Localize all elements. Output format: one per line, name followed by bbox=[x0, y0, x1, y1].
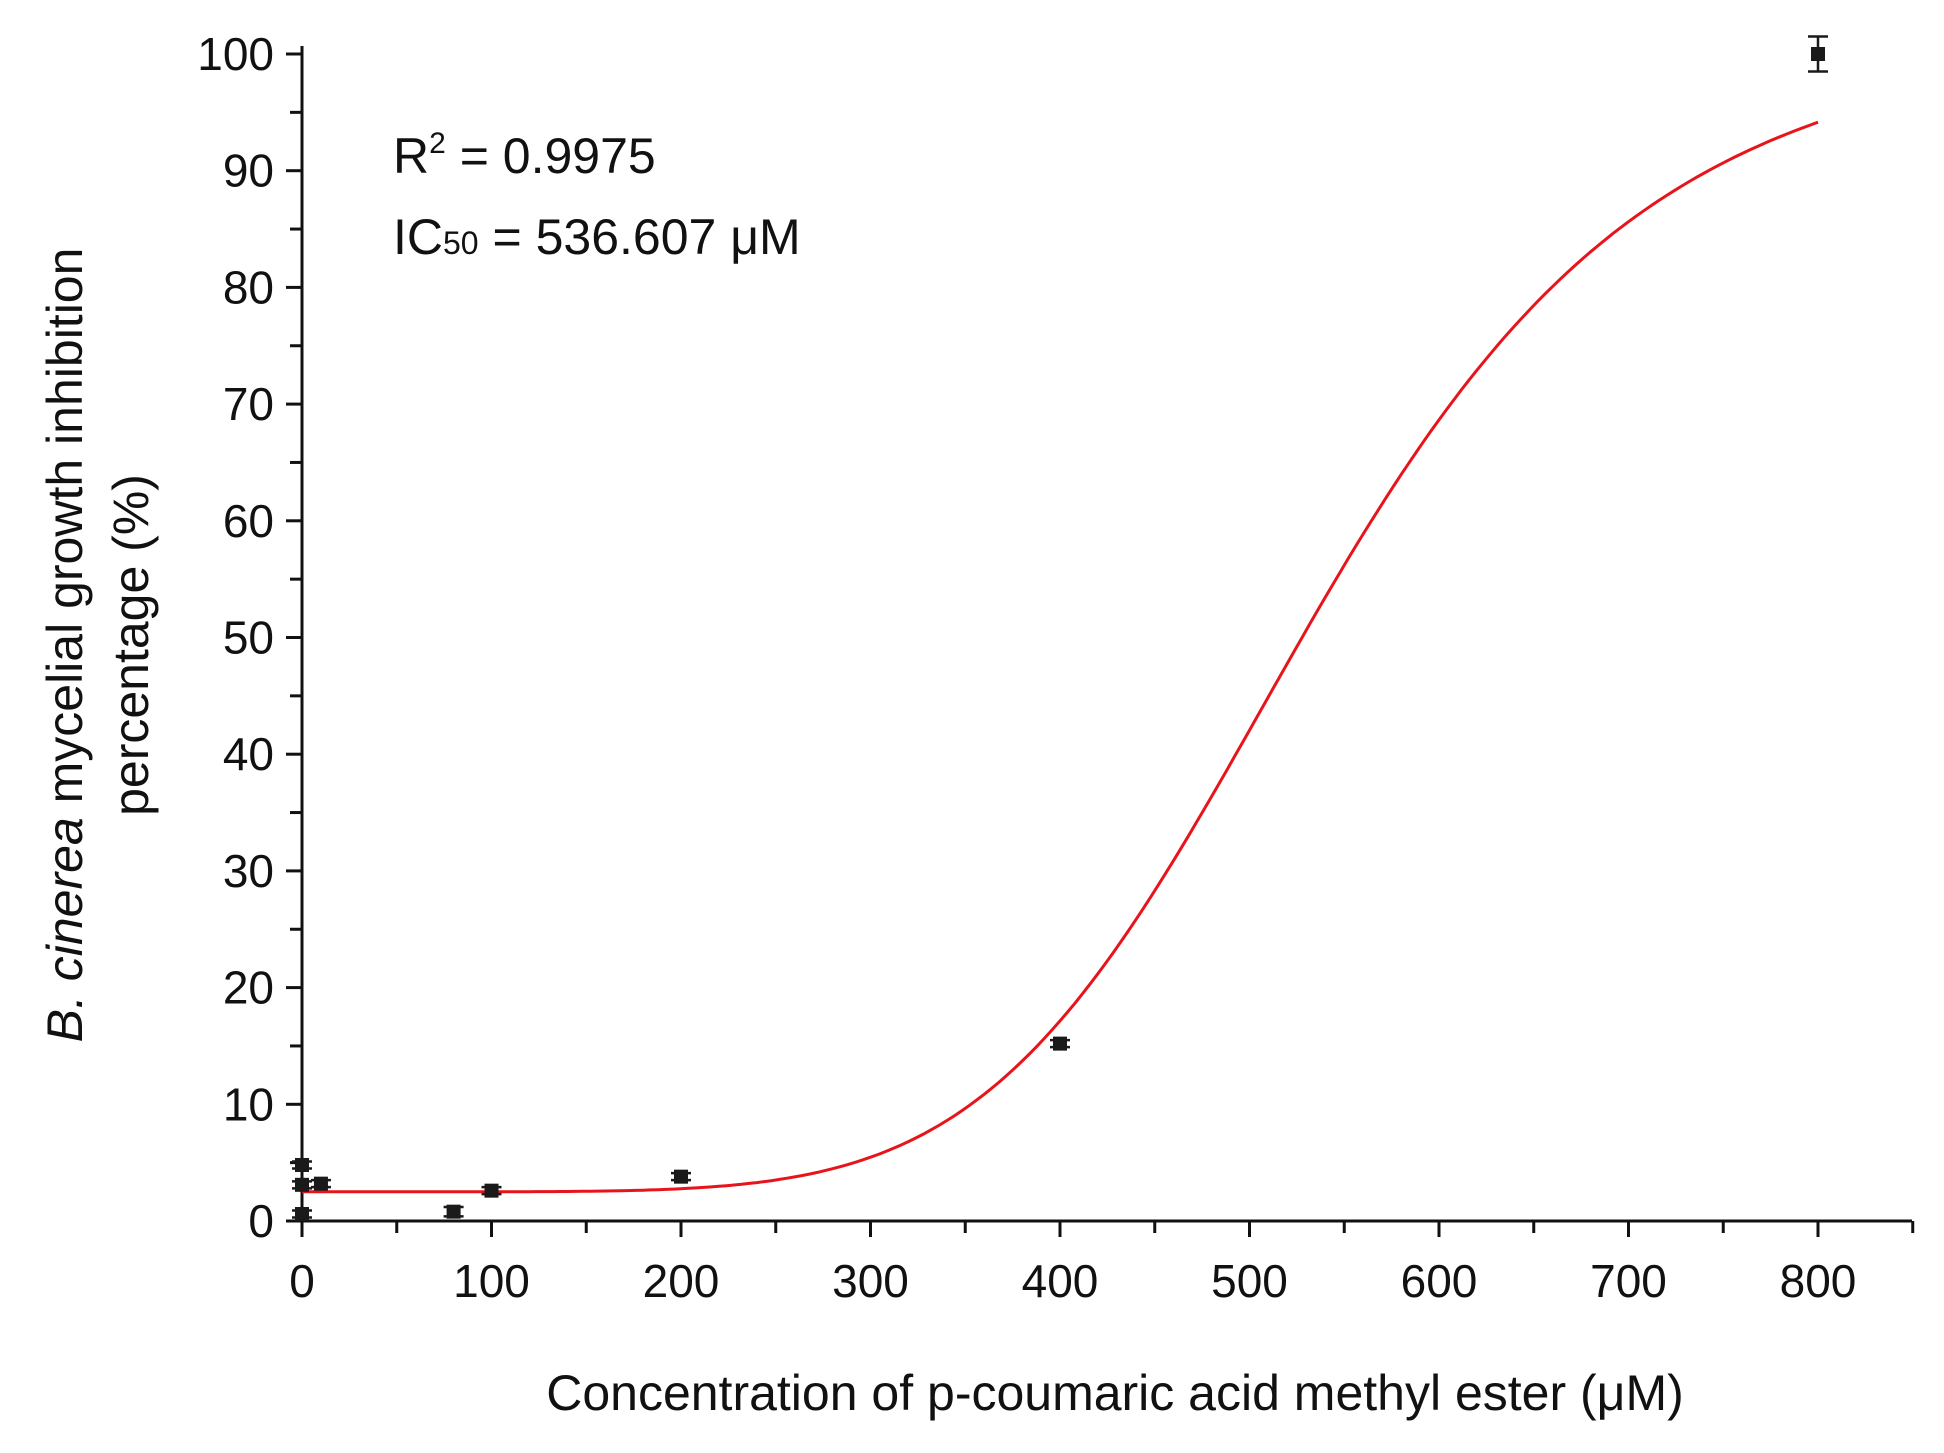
data-point bbox=[481, 1183, 502, 1198]
point-marker bbox=[1811, 47, 1825, 61]
y-tick-label: 20 bbox=[223, 962, 274, 1014]
r2-value: = 0.9975 bbox=[446, 128, 656, 184]
x-tick-label: 700 bbox=[1590, 1255, 1667, 1307]
data-point bbox=[1050, 1036, 1070, 1051]
point-marker bbox=[295, 1157, 309, 1172]
data-point bbox=[292, 1157, 312, 1172]
data-point bbox=[443, 1204, 464, 1219]
r-squared-annotation: R2 = 0.9975 bbox=[393, 127, 656, 184]
x-axis-title: Concentration of p-coumaric acid methyl … bbox=[546, 1365, 1684, 1421]
r2-superscript: 2 bbox=[429, 127, 446, 160]
y-tick-label: 100 bbox=[197, 28, 274, 80]
ic-label: IC bbox=[393, 209, 443, 265]
point-marker bbox=[313, 1176, 328, 1191]
y-axis-title-line2: percentage (%) bbox=[103, 474, 159, 816]
x-tick-label: 0 bbox=[289, 1255, 315, 1307]
y-tick-label: 70 bbox=[223, 378, 274, 430]
data-point bbox=[671, 1169, 691, 1184]
r2-label: R bbox=[393, 128, 429, 184]
axes bbox=[300, 46, 1912, 1223]
ic50-annotation: IC50 = 536.607 μM bbox=[393, 209, 801, 265]
data-points bbox=[292, 35, 1828, 1221]
x-tick-label: 300 bbox=[832, 1255, 909, 1307]
y-tick-label: 0 bbox=[248, 1195, 274, 1247]
data-point bbox=[310, 1176, 331, 1191]
x-tick-label: 600 bbox=[1401, 1255, 1478, 1307]
y-tick-label: 90 bbox=[223, 145, 274, 197]
x-tick-label: 800 bbox=[1780, 1255, 1857, 1307]
fit-curve bbox=[302, 120, 1819, 1194]
point-marker bbox=[1053, 1036, 1067, 1051]
ic-subscript: 50 bbox=[443, 225, 479, 261]
y-tick-label: 80 bbox=[223, 261, 274, 313]
y-axis-title-species: B. cinerea bbox=[37, 817, 93, 1042]
y-axis-title-line1-rest: mycelial growth inhibition bbox=[37, 248, 93, 818]
x-tick-label: 400 bbox=[1022, 1255, 1099, 1307]
point-marker bbox=[446, 1204, 461, 1219]
point-marker bbox=[295, 1177, 309, 1192]
y-tick-label: 10 bbox=[223, 1078, 274, 1130]
y-tick-label: 50 bbox=[223, 612, 274, 664]
data-point bbox=[292, 1206, 312, 1221]
y-tick-label: 60 bbox=[223, 495, 274, 547]
y-tick-label: 40 bbox=[223, 728, 274, 780]
point-marker bbox=[674, 1169, 688, 1184]
x-tick-label: 200 bbox=[643, 1255, 720, 1307]
x-tick-label: 100 bbox=[453, 1255, 530, 1307]
point-marker bbox=[295, 1206, 309, 1221]
x-axis-ticks: 0 100 200 300 400 500 600 700 800 bbox=[289, 1221, 1915, 1307]
point-marker bbox=[484, 1183, 499, 1198]
y-axis-title-line1: B. cinerea mycelial growth inhibition bbox=[37, 248, 93, 1043]
x-tick-label: 500 bbox=[1211, 1255, 1288, 1307]
data-point bbox=[1808, 35, 1828, 73]
y-axis-ticks: 0 10 20 30 40 50 60 70 80 90 100 bbox=[197, 28, 302, 1247]
ic-value: = 536.607 μM bbox=[479, 209, 801, 265]
y-tick-label: 30 bbox=[223, 845, 274, 897]
data-point bbox=[292, 1177, 312, 1192]
